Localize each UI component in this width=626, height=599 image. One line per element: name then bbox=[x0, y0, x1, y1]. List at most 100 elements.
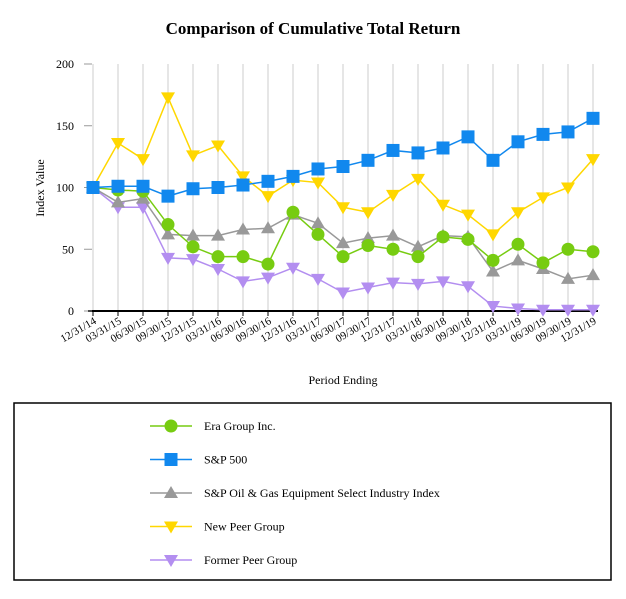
data-point bbox=[486, 253, 500, 267]
data-point bbox=[211, 250, 225, 264]
y-axis-label: Index Value bbox=[33, 159, 47, 216]
legend-item: S&P 500 bbox=[150, 453, 247, 467]
data-point bbox=[286, 169, 300, 183]
data-point bbox=[336, 287, 350, 300]
data-point bbox=[586, 111, 600, 125]
data-point bbox=[561, 182, 575, 195]
data-point bbox=[386, 242, 400, 256]
data-point bbox=[161, 252, 175, 265]
data-point bbox=[386, 189, 400, 202]
data-point bbox=[161, 227, 175, 240]
data-point bbox=[436, 230, 450, 244]
data-point bbox=[386, 228, 400, 241]
data-point bbox=[511, 135, 525, 149]
x-axis-label: Period Ending bbox=[309, 373, 378, 387]
data-point bbox=[136, 154, 150, 167]
data-point bbox=[311, 273, 325, 286]
data-point bbox=[186, 150, 200, 163]
data-point bbox=[561, 125, 575, 139]
data-point bbox=[336, 202, 350, 215]
series-former-peer-group bbox=[86, 182, 600, 317]
data-point bbox=[586, 304, 600, 317]
data-point bbox=[536, 192, 550, 205]
data-point bbox=[186, 240, 200, 254]
data-point bbox=[111, 179, 125, 193]
data-point bbox=[361, 239, 375, 253]
y-tick-label: 0 bbox=[68, 304, 74, 318]
legend-box bbox=[13, 402, 612, 581]
data-point bbox=[436, 141, 450, 155]
data-point bbox=[211, 181, 225, 194]
data-point bbox=[511, 303, 525, 316]
data-point bbox=[236, 276, 250, 289]
data-point bbox=[236, 178, 250, 192]
data-point bbox=[211, 228, 225, 241]
data-point bbox=[411, 146, 425, 160]
data-point bbox=[311, 177, 325, 190]
data-point bbox=[486, 153, 500, 167]
data-point bbox=[164, 486, 178, 498]
legend-label: S&P 500 bbox=[204, 453, 247, 467]
data-point bbox=[136, 202, 150, 215]
data-point bbox=[561, 304, 575, 317]
series-s-p-500 bbox=[86, 111, 600, 203]
data-point bbox=[511, 253, 525, 266]
data-point bbox=[486, 264, 500, 277]
legend-label: S&P Oil & Gas Equipment Select Industry … bbox=[204, 486, 440, 500]
data-point bbox=[586, 268, 600, 281]
data-point bbox=[211, 140, 225, 153]
legend-item: S&P Oil & Gas Equipment Select Industry … bbox=[150, 486, 440, 500]
data-point bbox=[286, 262, 300, 275]
data-point bbox=[211, 264, 225, 277]
data-point bbox=[186, 228, 200, 241]
data-point bbox=[164, 555, 178, 567]
data-point bbox=[411, 250, 425, 264]
legend-item: Era Group Inc. bbox=[150, 419, 276, 433]
data-point bbox=[236, 250, 250, 264]
data-point bbox=[386, 277, 400, 290]
data-point bbox=[511, 237, 525, 251]
data-point bbox=[461, 281, 475, 294]
y-tick-label: 100 bbox=[56, 181, 74, 195]
data-point bbox=[461, 130, 475, 144]
data-point bbox=[86, 181, 100, 194]
data-point bbox=[361, 282, 375, 295]
data-point bbox=[261, 191, 275, 204]
data-point bbox=[536, 256, 550, 270]
data-point bbox=[411, 278, 425, 291]
data-point bbox=[161, 189, 175, 203]
data-point bbox=[164, 521, 178, 534]
data-point bbox=[436, 199, 450, 212]
data-point bbox=[311, 162, 325, 176]
data-point bbox=[386, 143, 400, 157]
data-point bbox=[586, 245, 600, 259]
data-point bbox=[361, 207, 375, 220]
data-point bbox=[461, 232, 475, 246]
data-point bbox=[261, 257, 275, 271]
data-point bbox=[236, 171, 250, 184]
y-tick-label: 50 bbox=[62, 242, 74, 256]
data-point bbox=[536, 127, 550, 141]
data-point bbox=[161, 92, 175, 105]
legend-label: Former Peer Group bbox=[204, 553, 297, 567]
data-point bbox=[411, 239, 425, 252]
data-point bbox=[286, 205, 300, 219]
data-point bbox=[411, 173, 425, 186]
data-point bbox=[486, 229, 500, 242]
legend-label: Era Group Inc. bbox=[204, 419, 276, 433]
data-point bbox=[186, 254, 200, 267]
data-point bbox=[561, 242, 575, 256]
y-tick-label: 150 bbox=[56, 119, 74, 133]
data-point bbox=[586, 154, 600, 167]
data-point bbox=[336, 250, 350, 264]
data-point bbox=[561, 271, 575, 284]
data-point bbox=[536, 304, 550, 317]
data-point bbox=[511, 207, 525, 220]
legend-item: New Peer Group bbox=[150, 520, 285, 534]
legend-item: Former Peer Group bbox=[150, 553, 297, 567]
data-point bbox=[486, 301, 500, 314]
data-point bbox=[361, 153, 375, 167]
data-point bbox=[136, 179, 150, 193]
data-point bbox=[336, 160, 350, 174]
